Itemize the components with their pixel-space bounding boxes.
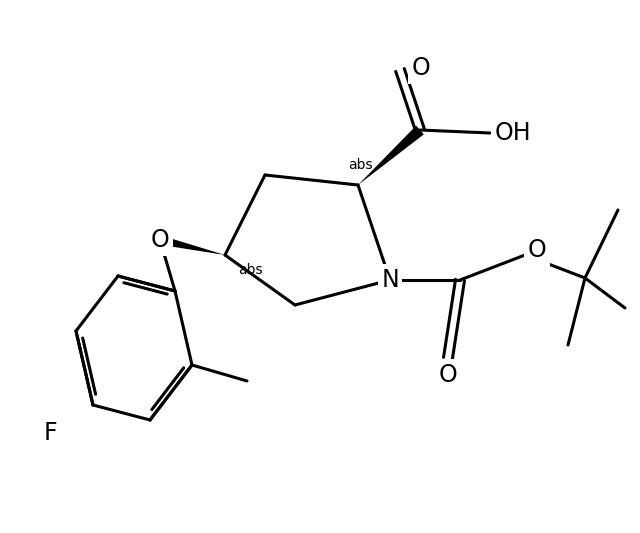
Text: abs: abs bbox=[238, 263, 262, 277]
Text: O: O bbox=[528, 238, 547, 262]
Text: abs: abs bbox=[348, 158, 372, 172]
Text: N: N bbox=[381, 268, 399, 292]
Text: OH: OH bbox=[495, 121, 532, 145]
Text: O: O bbox=[150, 228, 170, 252]
Text: O: O bbox=[438, 363, 458, 387]
Polygon shape bbox=[358, 126, 424, 185]
Text: O: O bbox=[412, 56, 431, 80]
Polygon shape bbox=[159, 236, 225, 255]
Text: F: F bbox=[43, 421, 57, 445]
